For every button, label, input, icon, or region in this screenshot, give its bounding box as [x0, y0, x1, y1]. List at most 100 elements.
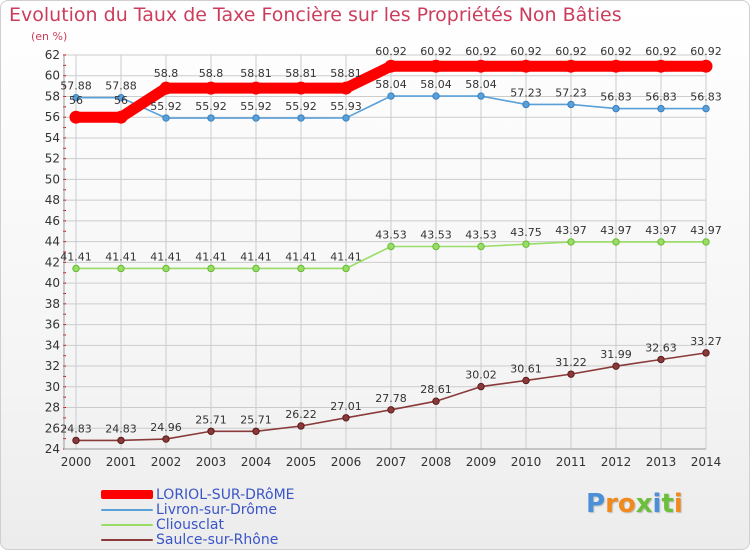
- brand-letter: o: [617, 489, 636, 519]
- data-point-2: [612, 238, 620, 246]
- legend-label-saulce: Saulce-sur-Rhône: [156, 531, 279, 548]
- data-point-3: [387, 406, 395, 414]
- data-point-0: [69, 110, 83, 124]
- data-label-1: 55.92: [240, 100, 272, 113]
- brand-letter: t: [661, 489, 674, 519]
- data-point-0: [429, 59, 443, 73]
- data-label-0: 58.81: [285, 67, 317, 80]
- data-point-2: [387, 242, 395, 251]
- data-label-0: 58.8: [199, 67, 224, 80]
- legend-label-loriol: LORIOL-SUR-DRôME: [156, 486, 295, 503]
- data-label-0: 60.92: [690, 45, 722, 58]
- data-label-2: 43.53: [420, 229, 452, 242]
- data-point-3: [117, 436, 125, 445]
- chart-title: Evolution du Taux de Taxe Foncière sur l…: [9, 4, 622, 26]
- data-point-3: [207, 427, 215, 435]
- data-point-3: [432, 397, 440, 405]
- data-point-2: [297, 264, 305, 273]
- data-label-3: 27.01: [330, 400, 362, 413]
- data-point-2: [477, 242, 485, 251]
- legend-item-saulce: Saulce-sur-Rhône: [101, 531, 295, 548]
- x-tick-label: 2002: [151, 455, 182, 469]
- data-point-1: [432, 92, 440, 100]
- data-point-0: [204, 81, 218, 95]
- data-point-3: [297, 422, 305, 430]
- legend-swatch-saulce: [101, 538, 153, 541]
- data-point-0: [339, 81, 353, 95]
- data-label-1: 58.04: [375, 78, 407, 91]
- data-point-2: [252, 264, 260, 273]
- y-tick-label: 28: [45, 401, 60, 415]
- data-point-1: [162, 114, 170, 122]
- data-point-1: [477, 92, 485, 100]
- y-tick-label: 46: [45, 214, 60, 228]
- data-point-0: [114, 110, 128, 124]
- data-point-2: [522, 240, 530, 248]
- data-label-3: 25.71: [195, 413, 227, 426]
- data-point-3: [72, 436, 80, 445]
- data-point-1: [297, 114, 305, 122]
- x-tick-label: 2012: [601, 455, 632, 469]
- brand-letter: i: [673, 489, 683, 519]
- data-point-1: [567, 100, 575, 109]
- y-tick-label: 50: [45, 172, 60, 186]
- data-label-2: 41.41: [330, 250, 362, 263]
- y-tick-label: 38: [45, 297, 60, 311]
- x-tick-label: 2003: [196, 455, 227, 469]
- data-label-1: 56.83: [645, 91, 677, 104]
- data-label-0: 58.81: [330, 67, 362, 80]
- data-label-2: 43.75: [510, 226, 542, 239]
- data-label-1: 56.83: [690, 91, 722, 104]
- brand-letter: P: [586, 489, 606, 519]
- data-point-0: [294, 81, 308, 95]
- data-label-2: 43.97: [690, 224, 722, 237]
- y-tick-label: 54: [45, 131, 60, 145]
- data-label-1: 57.23: [555, 86, 587, 99]
- data-point-3: [702, 349, 710, 357]
- data-point-1: [207, 114, 215, 122]
- x-tick-label: 2001: [106, 455, 137, 469]
- data-point-2: [342, 264, 350, 273]
- legend-swatch-loriol: [101, 490, 153, 499]
- data-point-0: [474, 59, 488, 73]
- y-tick-label: 26: [45, 421, 60, 435]
- x-tick-label: 2006: [331, 455, 362, 469]
- legend-item-cliousclat: Cliousclat: [101, 516, 295, 533]
- data-point-0: [159, 81, 173, 95]
- y-tick-label: 30: [45, 380, 60, 394]
- data-point-2: [567, 238, 575, 246]
- data-point-3: [612, 362, 620, 370]
- legend-label-cliousclat: Cliousclat: [156, 516, 224, 533]
- brand-letter: x: [635, 489, 653, 519]
- data-label-2: 41.41: [60, 250, 92, 263]
- data-label-1: 55.92: [195, 100, 227, 113]
- brand-letter: r: [605, 489, 618, 519]
- legend-item-livron: Livron-sur-Drôme: [101, 501, 295, 518]
- y-tick-label: 58: [45, 89, 60, 103]
- data-label-3: 30.02: [465, 369, 497, 382]
- y-tick-label: 52: [45, 152, 60, 166]
- data-label-1: 57.23: [510, 86, 542, 99]
- data-label-3: 24.96: [150, 421, 182, 434]
- data-label-2: 43.97: [600, 224, 632, 237]
- data-label-1: 55.93: [330, 100, 362, 113]
- legend-swatch-cliousclat: [101, 523, 153, 526]
- data-point-0: [384, 59, 398, 73]
- brand-logo: Proxiti: [586, 489, 683, 519]
- data-label-3: 32.63: [645, 342, 677, 355]
- data-point-2: [657, 238, 665, 246]
- data-label-3: 27.78: [375, 392, 407, 405]
- data-label-2: 41.41: [105, 250, 137, 263]
- data-label-3: 30.61: [510, 362, 542, 375]
- data-point-2: [207, 264, 215, 273]
- data-point-2: [72, 264, 80, 273]
- data-point-1: [522, 100, 530, 109]
- data-label-extra: 56: [114, 94, 128, 107]
- data-point-0: [249, 81, 263, 95]
- data-label-0: 60.92: [555, 45, 587, 58]
- data-label-3: 24.83: [60, 422, 92, 435]
- data-label-1: 57.88: [60, 80, 92, 93]
- data-point-1: [612, 104, 620, 113]
- legend-label-livron: Livron-sur-Drôme: [156, 501, 278, 518]
- data-label-3: 25.71: [240, 413, 272, 426]
